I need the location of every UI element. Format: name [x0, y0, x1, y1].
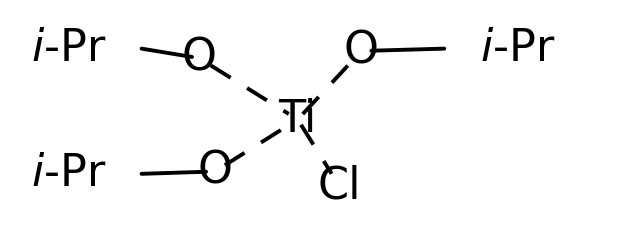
Text: O: O [197, 150, 232, 193]
Text: O: O [181, 37, 216, 80]
Text: O: O [344, 29, 379, 72]
Text: $\it{i}$-Pr: $\it{i}$-Pr [31, 152, 106, 195]
Text: Cl: Cl [317, 164, 361, 207]
Text: $\it{i}$-Pr: $\it{i}$-Pr [31, 27, 106, 70]
Text: $\it{i}$-Pr: $\it{i}$-Pr [480, 27, 556, 70]
Text: Ti: Ti [278, 98, 317, 141]
